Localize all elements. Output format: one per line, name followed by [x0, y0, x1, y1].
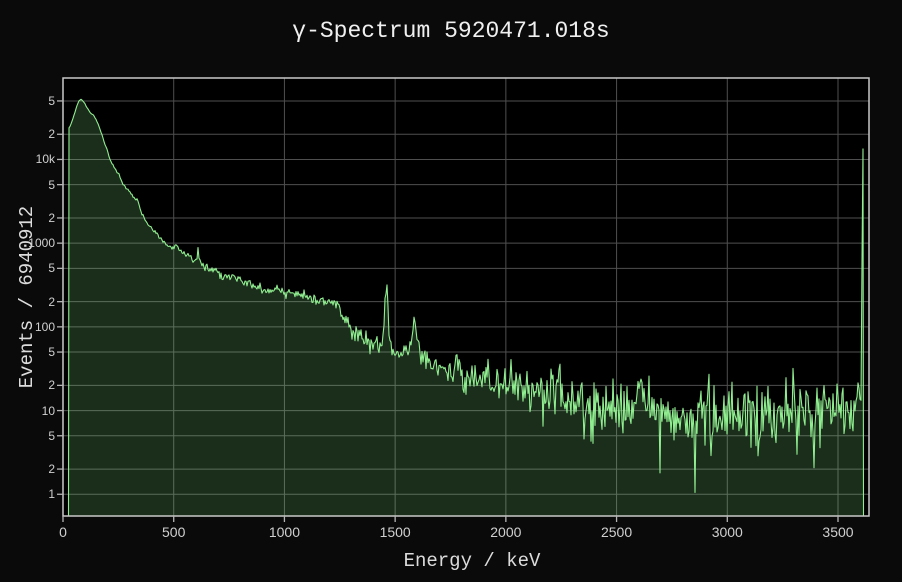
x-tick-label: 1500	[379, 524, 411, 540]
y-tick-label: 5	[48, 261, 55, 276]
plot-background	[63, 78, 869, 516]
y-tick-label: 1000	[28, 236, 55, 251]
y-tick-label: 2	[48, 462, 55, 477]
y-tick-label: 5	[48, 93, 55, 108]
y-tick-label: 5	[48, 177, 55, 192]
x-tick-label: 2000	[490, 524, 522, 540]
y-tick-label: 2	[48, 294, 55, 309]
y-tick-label: 2	[48, 210, 55, 225]
x-axis-title: Energy / keV	[403, 550, 541, 572]
x-tick-label: 2500	[600, 524, 633, 540]
y-tick-label: 5	[48, 345, 55, 360]
y-tick-label: 10k	[35, 152, 55, 167]
chart-title: γ-Spectrum 5920471.018s	[292, 18, 610, 44]
y-tick-label: 100	[34, 319, 55, 334]
plot-border	[62, 77, 870, 517]
x-tick-label: 3500	[822, 524, 854, 540]
x-tick-label: 0	[59, 524, 67, 540]
spectrum-fill	[68, 99, 864, 516]
x-tick-label: 3000	[711, 524, 743, 540]
spectrum-line[interactable]	[67, 98, 865, 516]
y-tick-label: 5	[48, 428, 55, 443]
y-tick-label: 2	[48, 378, 55, 393]
y-tick-label: 10	[41, 403, 55, 418]
y-tick-label: 1	[48, 487, 55, 502]
x-tick-label: 1000	[268, 524, 300, 540]
y-tick-label: 2	[48, 127, 55, 142]
x-tick-label: 500	[162, 524, 186, 540]
